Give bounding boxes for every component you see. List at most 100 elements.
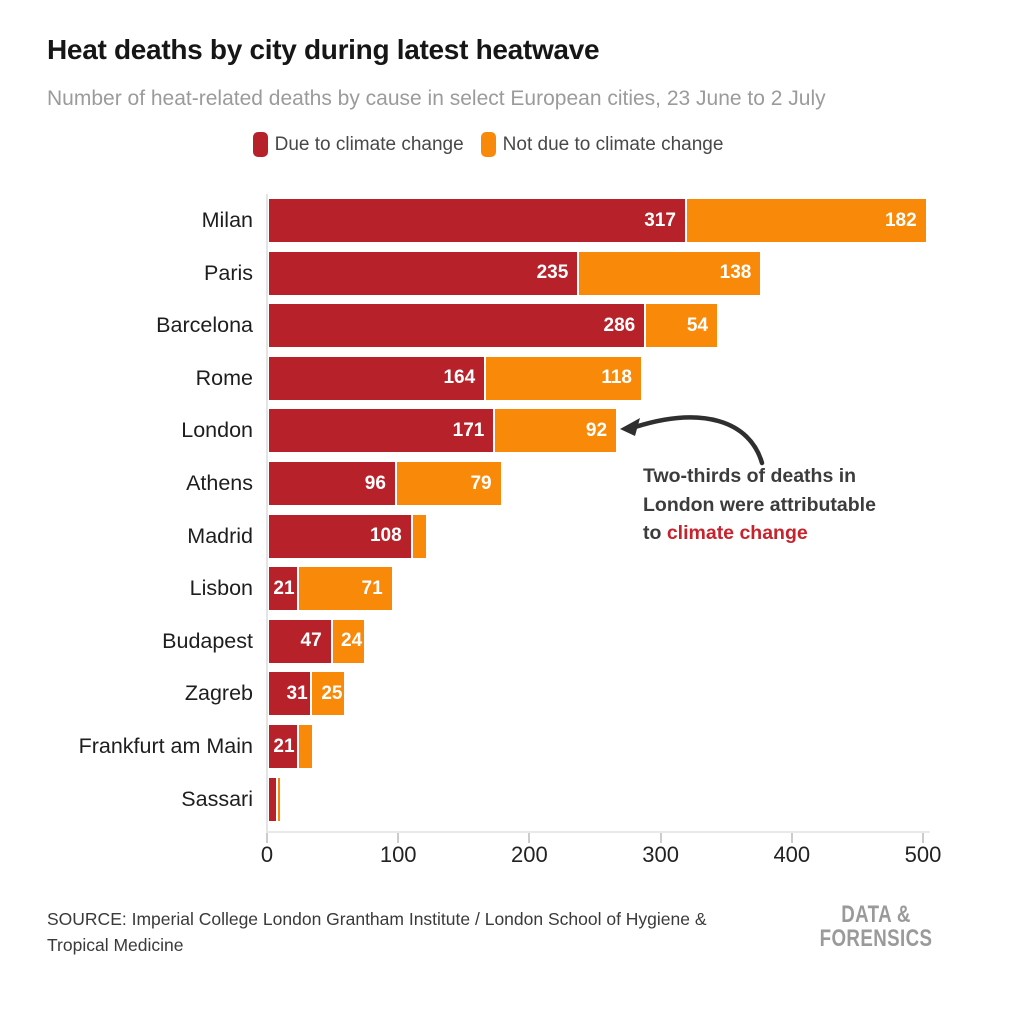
x-tick-mark [790,833,793,843]
bar-track: 96 79 [269,462,501,505]
bar-value-label: 171 [452,419,485,441]
bar-value-label: 24 [341,630,363,652]
bar-row: Frankfurt am Main 21 [0,725,1024,768]
bar-segment-climate: 21 [269,567,297,611]
bar-track: 21 71 [269,567,392,611]
bar-value-label: 21 [273,735,295,757]
annotation-line3-prefix: to [643,522,667,544]
legend-label-climate: Due to climate change [274,133,464,155]
bar-row: Barcelona 286 54 [0,304,1024,348]
bar-segment-not-climate [412,514,426,558]
bar-value-label: 164 [443,367,476,389]
bar-track: 317 182 [269,199,926,242]
bar-track: 31 25 [269,672,345,716]
legend-swatch-not-climate-icon [480,132,496,157]
x-tick-mark [528,833,531,843]
bar-segment-not-climate: 79 [396,462,501,505]
bar-segment-not-climate: 71 [298,567,392,611]
bar-value-label: 21 [273,577,295,599]
x-tick-label: 200 [511,842,548,867]
bar-segment-climate: 21 [269,725,297,768]
bar-value-label: 118 [601,367,632,389]
bar-segment-not-climate: 24 [332,619,365,663]
city-label: Milan [201,208,253,232]
city-label: Lisbon [189,576,253,601]
bar-row: Milan 317 182 [0,199,1024,242]
bar-value-label: 79 [470,472,492,494]
city-label: Paris [204,260,253,285]
legend-label-not-climate: Not due to climate change [502,133,724,155]
bar-track: 108 [269,514,426,558]
annotation-line1: Two-thirds of deaths in [643,465,857,487]
city-label: Budapest [162,628,253,653]
bar-segment-climate [269,777,276,821]
bar-segment-climate: 235 [269,251,578,295]
x-tick-mark [922,833,924,843]
page-subtitle: Number of heat-related deaths by cause i… [47,87,826,110]
bar-row: Budapest 47 24 [0,619,1024,663]
legend-item-climate: Due to climate change [252,132,464,157]
bar-value-label: 71 [361,577,383,599]
city-label: Sassari [181,786,253,811]
x-tick-label: 500 [904,842,942,867]
bar-row: Sassari [0,777,1024,821]
logo-line1: DATA & [841,901,911,928]
annotation-highlight: climate change [666,522,808,544]
bar-row: Athens 96 79 [0,462,1024,505]
bar-row: Paris 235 138 [0,251,1024,295]
annotation-text: Two-thirds of deaths in London were attr… [643,462,913,548]
bar-segment-not-climate: 138 [579,251,761,295]
annotation-line2: London were attributable [643,493,876,516]
bar-segment-climate: 286 [269,304,645,348]
legend-item-not-climate: Not due to climate change [480,132,724,157]
x-tick-label: 300 [642,842,679,867]
x-tick-label: 0 [260,842,274,867]
x-tick-mark [659,833,662,843]
x-tick-mark [266,833,268,843]
city-label: Frankfurt am Main [78,734,253,758]
bar-segment-climate: 108 [269,514,411,558]
x-axis-line [266,831,930,833]
city-label: Athens [186,471,253,495]
bar-value-label: 96 [364,472,386,494]
bar-value-label: 108 [369,525,402,547]
bar-value-label: 47 [300,630,322,652]
bar-segment-climate: 164 [269,356,485,400]
bar-segment-not-climate [298,725,312,768]
city-label: Madrid [187,523,253,548]
bar-track: 47 24 [269,619,365,663]
city-label: London [181,418,253,443]
bar-segment-not-climate [277,777,281,821]
x-tick-label: 100 [379,842,417,867]
bar-segment-not-climate: 182 [686,199,926,242]
bar-segment-not-climate: 25 [311,672,345,716]
bar-track: 171 92 [269,409,617,453]
bar-segment-climate: 96 [269,462,395,505]
bar-track: 21 [269,725,312,768]
bar-value-label: 25 [321,682,343,704]
bar-segment-not-climate: 92 [495,409,617,453]
bar-segment-climate: 31 [269,672,310,716]
logo-line2: FORENSICS [819,925,933,952]
bar-value-label: 286 [603,314,636,336]
bar-row: Madrid 108 [0,514,1024,558]
page-title: Heat deaths by city during latest heatwa… [47,34,600,65]
bar-value-label: 182 [884,209,917,231]
bar-row: Rome 164 118 [0,356,1024,400]
x-tick-mark [397,833,400,843]
data-forensics-logo: DATA & FORENSICS [815,903,937,951]
x-tick-label: 400 [773,842,811,867]
city-label: Rome [195,365,253,390]
bar-track [269,777,281,821]
bar-value-label: 235 [536,262,569,284]
legend-swatch-climate-icon [252,132,268,157]
city-label: Zagreb [184,681,253,706]
legend: Due to climate change Not due to climate… [0,132,1000,157]
axis-zero-line [266,194,268,832]
city-label: Barcelona [156,313,253,338]
bar-value-label: 54 [686,314,709,336]
bar-track: 235 138 [269,251,761,295]
bar-segment-not-climate: 118 [486,356,641,400]
bar-segment-climate: 317 [269,199,685,242]
